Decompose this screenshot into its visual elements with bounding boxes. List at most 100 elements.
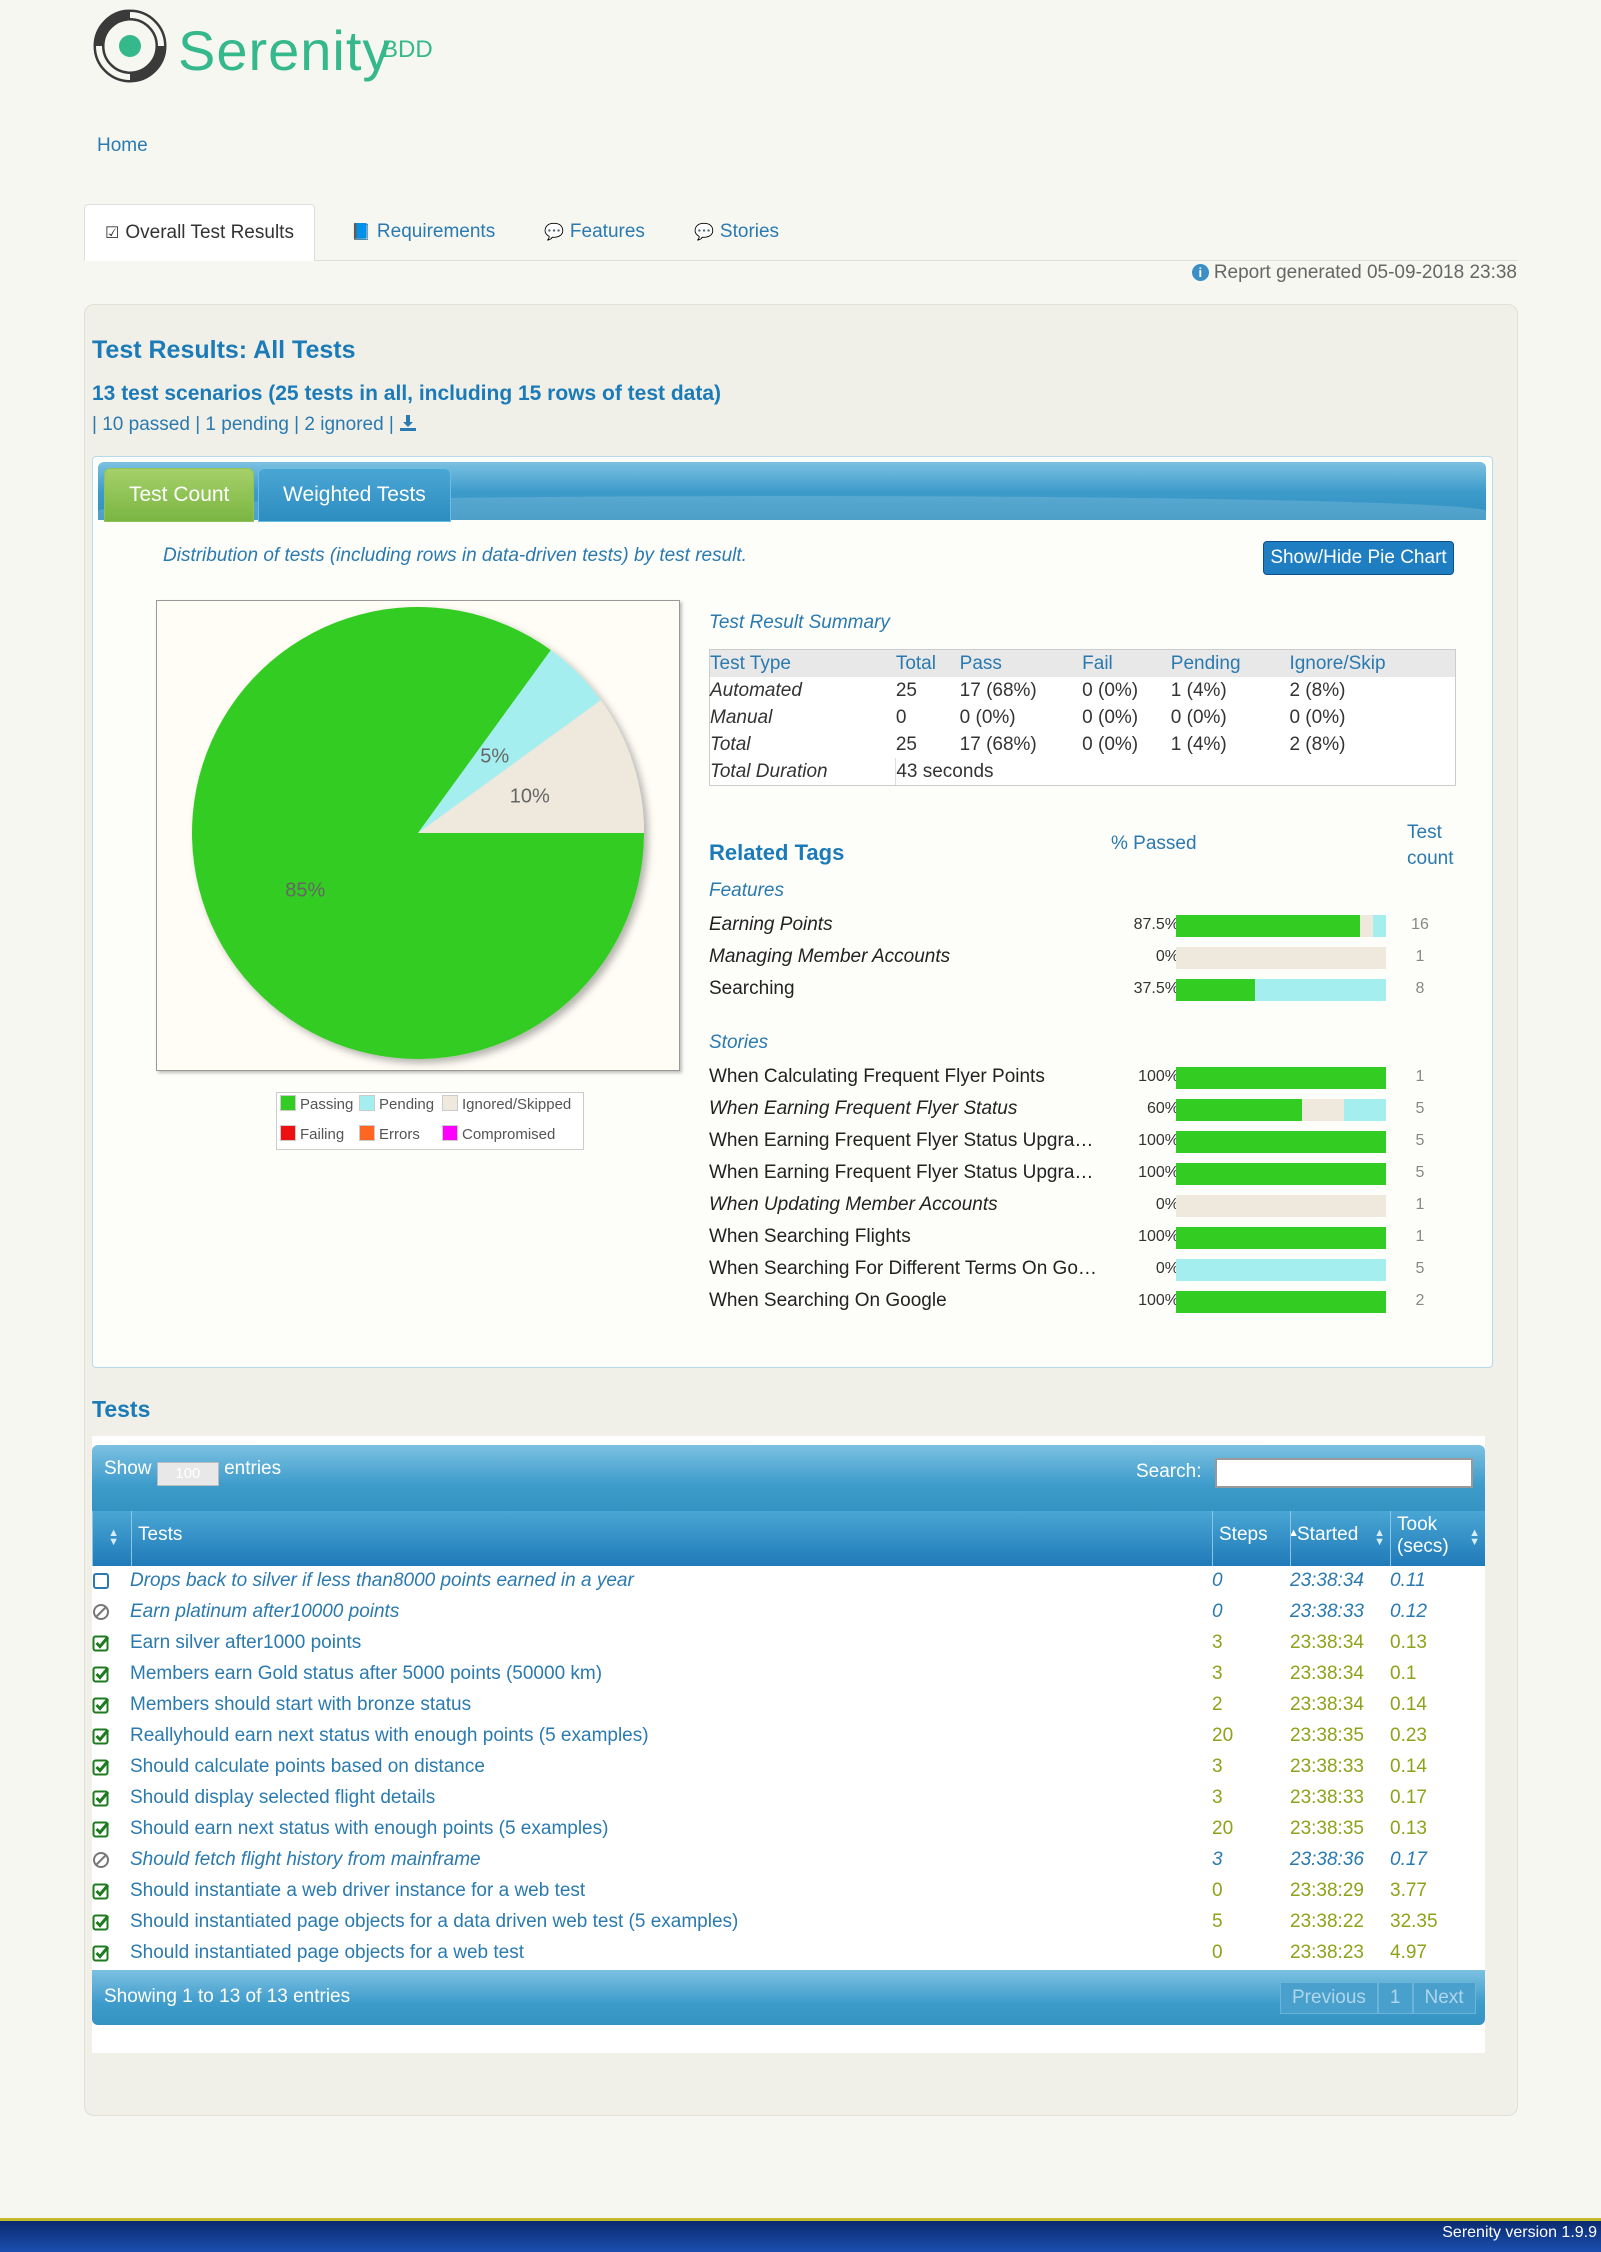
tag-name[interactable]: When Searching Flights bbox=[709, 1226, 911, 1247]
ignored-link[interactable]: 2 ignored bbox=[304, 414, 384, 435]
test-started: 23:38:35 bbox=[1290, 1818, 1364, 1839]
passed-link[interactable]: 10 passed bbox=[102, 414, 190, 435]
tag-row[interactable]: When Searching Flights 100% 1 bbox=[709, 1222, 1449, 1254]
tag-name[interactable]: Earning Points bbox=[709, 914, 833, 935]
bar-segment-pending bbox=[1254, 979, 1386, 1001]
steps-column-header[interactable]: Steps bbox=[1212, 1511, 1290, 1566]
legend-label: Compromised bbox=[462, 1126, 556, 1143]
tab-overall-test-results[interactable]: ☑ Overall Test Results bbox=[84, 204, 315, 261]
check-icon bbox=[92, 1913, 110, 1931]
tag-percent: 60% bbox=[1146, 1100, 1179, 1117]
table-row[interactable]: Should instantiated page objects for a d… bbox=[92, 1907, 1485, 1938]
tag-name[interactable]: When Calculating Frequent Flyer Points bbox=[709, 1066, 1045, 1087]
test-link[interactable]: Should instantiated page objects for a d… bbox=[130, 1911, 739, 1932]
legend-item: Passing bbox=[280, 1095, 353, 1113]
tag-progress-bar bbox=[1176, 915, 1386, 937]
test-link[interactable]: Members should start with bronze status bbox=[130, 1694, 472, 1715]
tag-row[interactable]: Earning Points 87.5% 16 bbox=[709, 910, 1449, 942]
tag-row[interactable]: When Calculating Frequent Flyer Points 10… bbox=[709, 1062, 1449, 1094]
test-link[interactable]: Reallyhould earn next status with enough… bbox=[130, 1725, 649, 1746]
toggle-pie-chart-button[interactable]: Show/Hide Pie Chart bbox=[1263, 541, 1454, 575]
tab-features[interactable]: 💬 Features bbox=[524, 204, 665, 260]
tag-name[interactable]: Searching bbox=[709, 978, 795, 999]
tag-row[interactable]: When Earning Frequent Flyer Status 60% 5 bbox=[709, 1094, 1449, 1126]
tab-test-count[interactable]: Test Count bbox=[104, 468, 255, 522]
table-row[interactable]: Should display selected flight details 3 2… bbox=[92, 1783, 1485, 1814]
status-column-header[interactable]: ▲ ▼ bbox=[92, 1511, 131, 1566]
tag-name[interactable]: When Updating Member Accounts bbox=[709, 1194, 998, 1215]
tag-count: 8 bbox=[1415, 980, 1425, 997]
summary-cell: 0 (0%) bbox=[1289, 706, 1346, 728]
table-row[interactable]: Members should start with bronze status 2… bbox=[92, 1690, 1485, 1721]
tag-count: 1 bbox=[1415, 948, 1425, 965]
tag-name[interactable]: When Searching For Different Terms On Go… bbox=[709, 1258, 1097, 1279]
tag-row[interactable]: When Searching On Google 100% 2 bbox=[709, 1286, 1449, 1318]
bar-segment-pass bbox=[1176, 915, 1360, 937]
tag-row[interactable]: Searching 37.5% 8 bbox=[709, 974, 1449, 1006]
test-link[interactable]: Should instantiate a web driver instance… bbox=[130, 1880, 586, 1901]
summary-cell: Total bbox=[710, 733, 751, 755]
test-steps: 20 bbox=[1212, 1725, 1234, 1746]
legend-label: Pending bbox=[379, 1096, 435, 1113]
tag-row[interactable]: Managing Member Accounts 0% 1 bbox=[709, 942, 1449, 974]
table-row[interactable]: Earn silver after1000 points 3 23:38:34 0.1… bbox=[92, 1628, 1485, 1659]
table-row[interactable]: Should instantiate a web driver instance… bbox=[92, 1876, 1485, 1907]
table-row[interactable]: Should earn next status with enough poin… bbox=[92, 1814, 1485, 1845]
search-input[interactable] bbox=[1215, 1458, 1473, 1488]
download-icon[interactable] bbox=[399, 414, 417, 432]
legend-item: Pending bbox=[359, 1095, 434, 1113]
test-link[interactable]: Earn silver after1000 points bbox=[130, 1632, 362, 1653]
tag-row[interactable]: When Updating Member Accounts 0% 1 bbox=[709, 1190, 1449, 1222]
tag-row[interactable]: When Earning Frequent Flyer Status Upgra… bbox=[709, 1158, 1449, 1190]
table-row[interactable]: Members earn Gold status after 5000 poin… bbox=[92, 1659, 1485, 1690]
test-link[interactable]: Should fetch flight history from mainfra… bbox=[130, 1849, 481, 1870]
tag-name[interactable]: When Earning Frequent Flyer Status Upgra… bbox=[709, 1162, 1097, 1183]
tag-name[interactable]: When Earning Frequent Flyer Status bbox=[709, 1098, 1018, 1119]
tab-weighted-tests[interactable]: Weighted Tests bbox=[258, 468, 451, 522]
pie-label: 5% bbox=[480, 745, 509, 767]
started-column-header[interactable]: Started ▲ ▼ bbox=[1290, 1511, 1390, 1566]
tab-requirements[interactable]: 📘 Requirements bbox=[331, 204, 515, 260]
took-column-header[interactable]: Took (secs) ▲ ▼ bbox=[1390, 1511, 1485, 1566]
tag-row[interactable]: When Searching For Different Terms On Go… bbox=[709, 1254, 1449, 1286]
breadcrumb-home[interactable]: Home bbox=[97, 135, 148, 156]
next-page-button[interactable]: Next bbox=[1412, 1982, 1476, 2014]
scenarios-summary: 13 test scenarios (25 tests in all, incl… bbox=[92, 382, 722, 405]
previous-page-button[interactable]: Previous bbox=[1280, 1982, 1378, 2014]
report-generated: i Report generated 05-09-2018 23:38 bbox=[1191, 262, 1517, 284]
tag-name[interactable]: Managing Member Accounts bbox=[709, 946, 951, 967]
logo-subtext: BDD bbox=[382, 36, 433, 63]
test-link[interactable]: Should display selected flight details bbox=[130, 1787, 436, 1808]
table-row[interactable]: Reallyhould earn next status with enough… bbox=[92, 1721, 1485, 1752]
test-link[interactable]: Should calculate points based on distanc… bbox=[130, 1756, 485, 1777]
bar-segment-pass bbox=[1176, 1163, 1386, 1185]
page-1-button[interactable]: 1 bbox=[1377, 1982, 1413, 2014]
test-duration: 0.14 bbox=[1390, 1756, 1427, 1777]
summary-cell: 1 (4%) bbox=[1170, 679, 1227, 701]
table-row[interactable]: Earn platinum after10000 points 0 23:38:33… bbox=[92, 1597, 1485, 1628]
table-row[interactable]: Should fetch flight history from mainfra… bbox=[92, 1845, 1485, 1876]
bar-segment-pass bbox=[1176, 1067, 1386, 1089]
legend-item: Errors bbox=[359, 1125, 420, 1143]
test-link[interactable]: Earn platinum after10000 points bbox=[130, 1601, 400, 1622]
tag-progress-bar bbox=[1176, 1291, 1386, 1313]
tests-column-header[interactable]: Tests ▲ bbox=[131, 1511, 1304, 1566]
bar-segment-pending bbox=[1176, 1259, 1386, 1281]
tag-row[interactable]: When Earning Frequent Flyer Status Upgra… bbox=[709, 1126, 1449, 1158]
tag-name[interactable]: When Searching On Google bbox=[709, 1290, 947, 1311]
summary-header-cell: Test Type bbox=[710, 650, 896, 677]
distribution-description: Distribution of tests (including rows in… bbox=[163, 545, 747, 566]
test-started: 23:38:36 bbox=[1290, 1849, 1364, 1870]
entries-select[interactable]: 100 bbox=[156, 1462, 219, 1486]
table-row[interactable]: Should calculate points based on distanc… bbox=[92, 1752, 1485, 1783]
test-link[interactable]: Should earn next status with enough poin… bbox=[130, 1818, 609, 1839]
pending-link[interactable]: 1 pending bbox=[205, 414, 289, 435]
tag-name[interactable]: When Earning Frequent Flyer Status Upgra… bbox=[709, 1130, 1097, 1151]
table-row[interactable]: Should instantiated page objects for a w… bbox=[92, 1938, 1485, 1969]
test-link[interactable]: Members earn Gold status after 5000 poin… bbox=[130, 1663, 603, 1684]
tab-stories[interactable]: 💬 Stories bbox=[674, 204, 799, 260]
test-link[interactable]: Should instantiated page objects for a w… bbox=[130, 1942, 524, 1963]
test-link[interactable]: Drops back to silver if less than8000 po… bbox=[130, 1570, 634, 1591]
table-row[interactable]: Drops back to silver if less than8000 po… bbox=[92, 1566, 1485, 1597]
result-counts: | 10 passed | 1 pending | 2 ignored | bbox=[92, 414, 417, 436]
